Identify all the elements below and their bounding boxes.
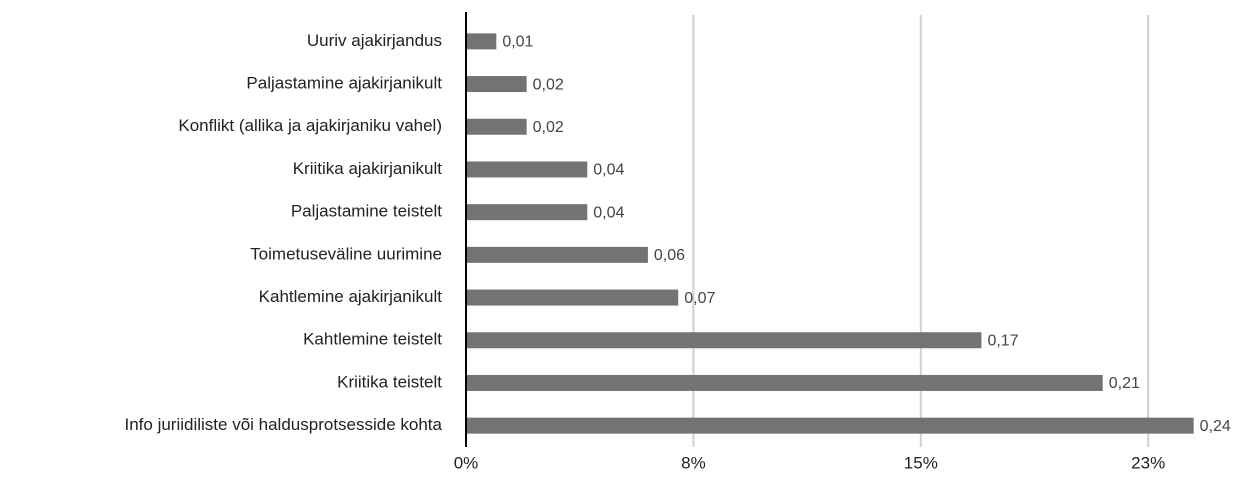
value-label: 0,04 (593, 204, 624, 221)
x-tick-label: 23% (1131, 453, 1165, 472)
value-label: 0,02 (533, 76, 564, 93)
value-label: 0,01 (502, 34, 533, 51)
bar (466, 374, 1103, 391)
y-tick-label: Info juriidiliste või haldusprotsesside … (124, 415, 442, 434)
y-tick-label: Konflikt (allika ja ajakirjaniku vahel) (178, 116, 442, 135)
y-tick-label: Paljastamine teistelt (291, 202, 442, 221)
x-tick-label: 8% (681, 453, 706, 472)
value-label: 0,07 (684, 290, 715, 307)
y-tick-label: Kahtlemine teistelt (303, 330, 442, 349)
value-label: 0,02 (533, 119, 564, 136)
y-tick-label: Kriitika ajakirjanikult (293, 159, 443, 178)
y-tick-label: Uuriv ajakirjandus (307, 31, 442, 50)
bar (466, 246, 648, 263)
value-label: 0,06 (654, 247, 685, 264)
bar (466, 161, 588, 178)
value-label: 0,04 (593, 162, 624, 179)
x-tick-label: 15% (904, 453, 938, 472)
y-tick-label: Toimetuseväline uurimine (250, 244, 442, 263)
y-tick-label: Kriitika teistelt (337, 372, 442, 391)
value-label: 0,24 (1200, 418, 1231, 435)
bar (466, 204, 588, 221)
bar (466, 33, 497, 50)
bar (466, 332, 982, 349)
value-label: 0,17 (987, 332, 1018, 349)
y-tick-label: Paljastamine ajakirjanikult (246, 74, 442, 93)
bar (466, 417, 1194, 434)
y-tick-label: Kahtlemine ajakirjanikult (259, 287, 443, 306)
bar (466, 289, 679, 306)
value-label: 0,21 (1109, 375, 1140, 392)
bar (466, 118, 527, 135)
x-tick-label: 0% (454, 453, 479, 472)
bar (466, 76, 527, 93)
